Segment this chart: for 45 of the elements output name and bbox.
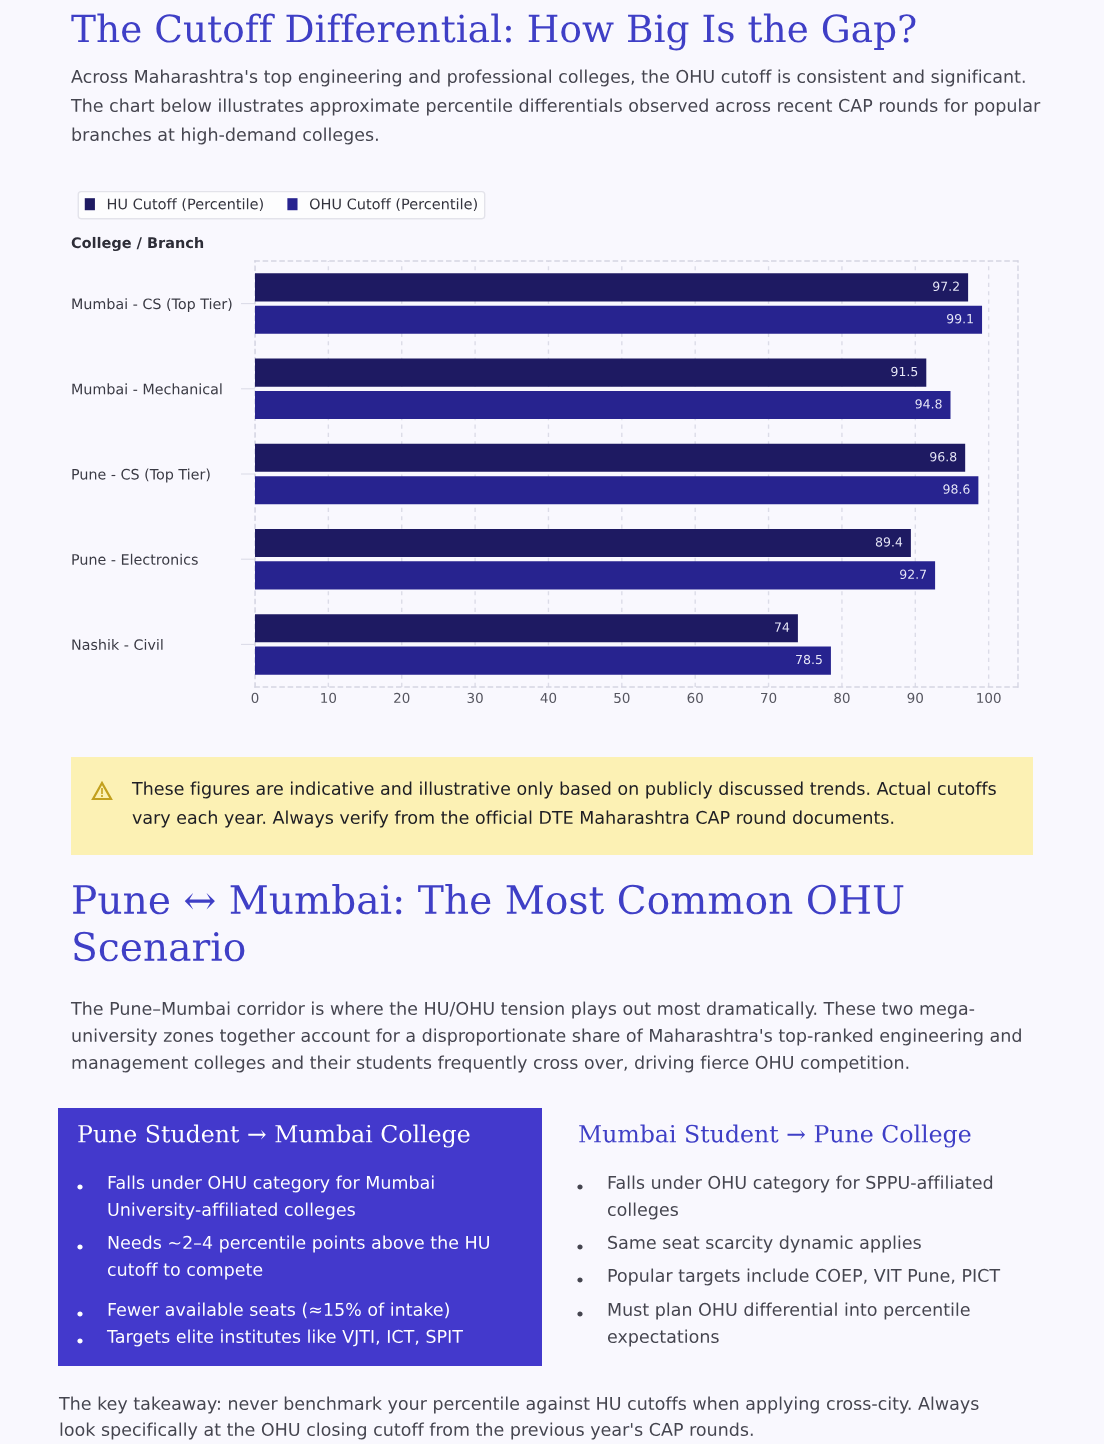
x-tick-label: 10 [321, 692, 337, 704]
y-tick-label: Mumbai - CS (Top Tier) [72, 298, 232, 313]
y-tick-label: Pune - CS (Top Tier) [72, 468, 210, 483]
text: Needs ~2–4 percentile points above the HU cutoff to compete [107, 1235, 489, 1280]
data-label: 89.4 [875, 537, 903, 547]
text: Falls under OHU category for Mumbai University-affiliated colleges [108, 1175, 434, 1220]
data-label: 97.2 [933, 281, 959, 292]
text: The key takeaway: never benchmark your percentile against HU cutoffs when applying cross-city. Always look specifically at the OHU closing cutoff from the previous year's CAP rounds. [58, 1396, 979, 1440]
legend-label: HU Cutoff (Percentile) [107, 198, 263, 212]
text: Mumbai Student → Pune College [579, 1124, 971, 1148]
text: Pune ↔ Mumbai: The Most Common OHU Scenario [73, 884, 904, 962]
text: Targets elite institutes like VJTI, ICT, SPIT [106, 1329, 463, 1347]
x-tick-label: 90 [907, 692, 923, 704]
chart-title: The Cutoff Differential: How Big Is the Gap? [71, 13, 916, 51]
chart-subtitle: Across Maharashtra's top engineering and professional colleges, the OHU cutoff is consistent and significant. The chart below illustrates approximate percentile differentials observed across recent CAP rounds for popular branches at high-demand colleges. [70, 69, 1041, 145]
text: Falls under OHU category for SPPU-affiliated colleges [607, 1175, 993, 1220]
legend-label: OHU Cutoff (Percentile) [309, 198, 477, 212]
text: Must plan OHU differential into percentile expectations [607, 1302, 970, 1347]
x-tick-label: 50 [614, 692, 630, 704]
text: Fewer available seats (≈15% of intake) [108, 1302, 449, 1319]
data-label: 78.5 [796, 654, 822, 665]
text: Pune Student → Mumbai College [78, 1124, 470, 1148]
text: These figures are indicative and illustrative only based on publicly discussed trends. Actual cutoffs vary each year. Always verify from the official DTE Maharashtra CAP round documents. [131, 781, 996, 828]
text: The Pune–Mumbai corridor is where the HU/OHU tension plays out most dramatically. These two mega- university zones together account for a disproportionate share of Maharashtra's top-ranked engineering and management colleges and their students frequently cross over, driving fierce OHU competition. [70, 1001, 1021, 1073]
y-tick-label: Nashik - Civil [72, 638, 163, 651]
y-tick-label: Mumbai - Mechanical [72, 383, 222, 395]
data-label: 92.7 [900, 569, 927, 580]
x-tick-label: 20 [394, 692, 410, 704]
x-tick-label: 0 [251, 692, 259, 704]
x-tick-label: 40 [540, 692, 557, 704]
data-label: 94.8 [915, 399, 942, 409]
x-tick-label: 60 [687, 692, 703, 704]
data-label: 99.1 [947, 313, 973, 324]
y-axis-title: College / Branch [71, 236, 204, 252]
data-label: 96.8 [930, 451, 957, 462]
data-label: 91.5 [891, 366, 918, 377]
x-tick-label: 100 [977, 692, 1001, 704]
x-tick-label: 80 [834, 692, 850, 704]
text: Popular targets include COEP, VIT Pune, PICT [608, 1268, 1001, 1286]
data-label: 98.6 [943, 484, 970, 494]
data-label: 74 [775, 622, 790, 632]
y-tick-label: Pune - Electronics [72, 553, 198, 565]
text: Same seat scarcity dynamic applies [608, 1235, 921, 1253]
x-tick-label: 30 [467, 692, 483, 704]
x-tick-label: 70 [761, 692, 777, 704]
